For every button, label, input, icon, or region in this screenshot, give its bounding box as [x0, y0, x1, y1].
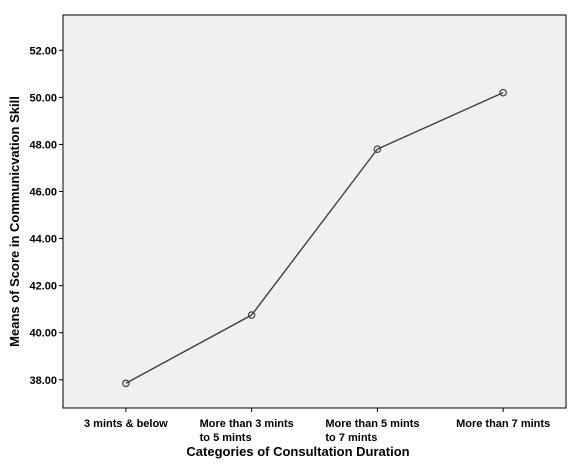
x-tick-label: 3 mints & below — [84, 418, 168, 430]
data-point — [499, 88, 507, 97]
y-tick-label: 50.00 — [29, 92, 57, 104]
y-tick-label: 40.00 — [29, 328, 57, 340]
x-tick-label-line: to 7 mints — [325, 432, 377, 444]
y-axis-title: Means of Score in Communicvation Skill — [7, 96, 22, 347]
x-tick-label: More than 3 mints to 5 mints — [200, 418, 294, 444]
data-point — [373, 145, 382, 153]
x-axis-title: Categories of Consultation Duration — [186, 444, 409, 459]
x-tick-label-line: More than 3 mints — [200, 418, 294, 430]
x-tick-label-line: to 5 mints — [200, 432, 252, 444]
data-point — [122, 379, 130, 388]
y-axis: 38.00 40.00 42.00 44.00 46.00 48.00 50.00 52.00 — [29, 45, 63, 387]
y-tick-label: 52.00 — [29, 45, 57, 57]
plot-area — [62, 14, 567, 409]
series-line — [122, 88, 507, 388]
series-path — [125, 92, 504, 384]
y-tick-label: 42.00 — [29, 281, 57, 293]
x-tick-label-line: More than 5 mints — [325, 418, 419, 430]
data-point — [247, 311, 256, 319]
y-tick-label: 46.00 — [29, 186, 57, 198]
x-axis: 3 mints & below More than 3 mints to 5 min… — [84, 408, 550, 444]
y-tick-label: 38.00 — [29, 375, 57, 387]
y-tick-label: 48.00 — [29, 139, 57, 151]
y-tick-label: 44.00 — [29, 234, 57, 246]
x-tick-label: More than 7 mints — [456, 418, 550, 430]
x-tick-label: More than 5 mints to 7 mints — [325, 418, 419, 444]
